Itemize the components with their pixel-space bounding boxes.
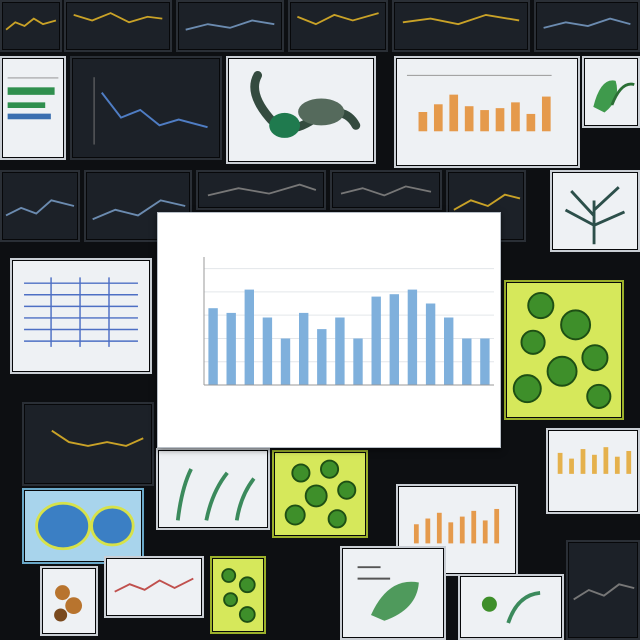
thumbnail-green-cells[interactable]: [504, 280, 624, 420]
line-chart-icon: [5, 199, 75, 217]
line-chart-icon: [207, 183, 317, 197]
thumbnail-line-chart[interactable]: [64, 0, 172, 52]
thumbnail-leaf-sketch[interactable]: [340, 546, 446, 640]
bar-series: [208, 289, 490, 386]
orange-bar-chart-icon: [406, 74, 552, 132]
leaf-sketch-icon: [593, 80, 635, 113]
green-cells-icon: [284, 459, 357, 529]
tree-sketch-icon: [564, 186, 626, 245]
thumbnail-line-chart[interactable]: [196, 170, 326, 210]
thumbnail-cell-diagram[interactable]: [22, 488, 144, 564]
green-cells-icon: [512, 291, 612, 409]
sketch-chart-icon: [7, 77, 59, 120]
plant-sketch-icon: [175, 468, 256, 521]
thumbnail-orange-bar-chart[interactable]: [394, 56, 580, 168]
line-chart-icon: [453, 193, 521, 211]
cell-diagram-icon: [35, 501, 135, 551]
thumbnail-line-chart[interactable]: [0, 0, 62, 52]
bar[interactable]: [299, 312, 309, 385]
thumbnail-tree-sketch[interactable]: [550, 170, 640, 252]
bar[interactable]: [335, 317, 345, 386]
thumbnail-blue-table-sketch[interactable]: [10, 258, 152, 374]
bar[interactable]: [244, 289, 254, 385]
leaf-sketch-icon: [357, 566, 419, 621]
thumbnail-sketch-chart[interactable]: [0, 56, 66, 160]
green-cells-icon: [221, 568, 256, 623]
line-chart-icon: [51, 429, 144, 447]
line-chart-icon: [297, 12, 379, 26]
line-chart-icon: [92, 199, 186, 221]
thumbnail-line-chart[interactable]: [70, 56, 222, 160]
thumbnail-plant-sketch[interactable]: [458, 574, 564, 640]
thumbnail-line-chart[interactable]: [392, 0, 530, 52]
bar[interactable]: [389, 294, 399, 385]
line-chart-icon: [573, 583, 635, 601]
thumbnail-plant-sketch[interactable]: [156, 448, 270, 530]
thumbnail-line-chart[interactable]: [22, 402, 154, 486]
thumbnail-plant-sketch[interactable]: [40, 566, 98, 636]
line-chart-icon: [402, 13, 520, 26]
bar[interactable]: [353, 338, 363, 386]
line-chart-icon: [93, 77, 208, 145]
bird-sculpture-icon: [250, 71, 361, 138]
plant-sketch-icon: [54, 585, 83, 622]
bar-chart-card[interactable]: [157, 212, 501, 448]
thumbnail-leaf-sketch[interactable]: [582, 56, 640, 128]
bar[interactable]: [226, 312, 236, 385]
thumbnail-green-cells[interactable]: [272, 450, 368, 538]
line-chart-icon: [73, 12, 163, 24]
thumbnail-orange-bar-chart[interactable]: [546, 428, 640, 514]
bar-chart: [203, 257, 494, 386]
bar[interactable]: [317, 329, 327, 385]
orange-bar-chart-icon: [413, 508, 500, 544]
bar[interactable]: [425, 303, 436, 386]
thumbnail-red-line-chart[interactable]: [104, 556, 204, 618]
orange-bar-chart-icon: [557, 447, 632, 474]
bar[interactable]: [280, 338, 291, 386]
thumbnail-line-chart[interactable]: [330, 170, 442, 210]
thumbnail-line-chart[interactable]: [176, 0, 284, 52]
thumbnail-green-cells[interactable]: [210, 556, 266, 634]
bar[interactable]: [262, 317, 273, 386]
thumbnail-bird-sculpture[interactable]: [226, 56, 376, 164]
bar[interactable]: [407, 289, 418, 385]
plant-sketch-icon: [481, 591, 541, 624]
red-line-chart-icon: [114, 577, 194, 593]
bar[interactable]: [480, 338, 490, 386]
thumbnail-line-chart[interactable]: [288, 0, 388, 52]
line-chart-icon: [543, 17, 631, 29]
bar[interactable]: [462, 338, 472, 386]
line-chart-icon: [340, 185, 432, 197]
bar[interactable]: [444, 317, 454, 386]
blue-table-sketch-icon: [24, 277, 138, 347]
bar[interactable]: [371, 296, 381, 385]
thumbnail-line-chart[interactable]: [566, 540, 640, 640]
thumbnail-line-chart[interactable]: [0, 170, 80, 242]
bar[interactable]: [208, 308, 218, 385]
line-chart-icon: [5, 17, 57, 31]
thumbnail-line-chart[interactable]: [534, 0, 640, 52]
line-chart-icon: [185, 19, 275, 31]
